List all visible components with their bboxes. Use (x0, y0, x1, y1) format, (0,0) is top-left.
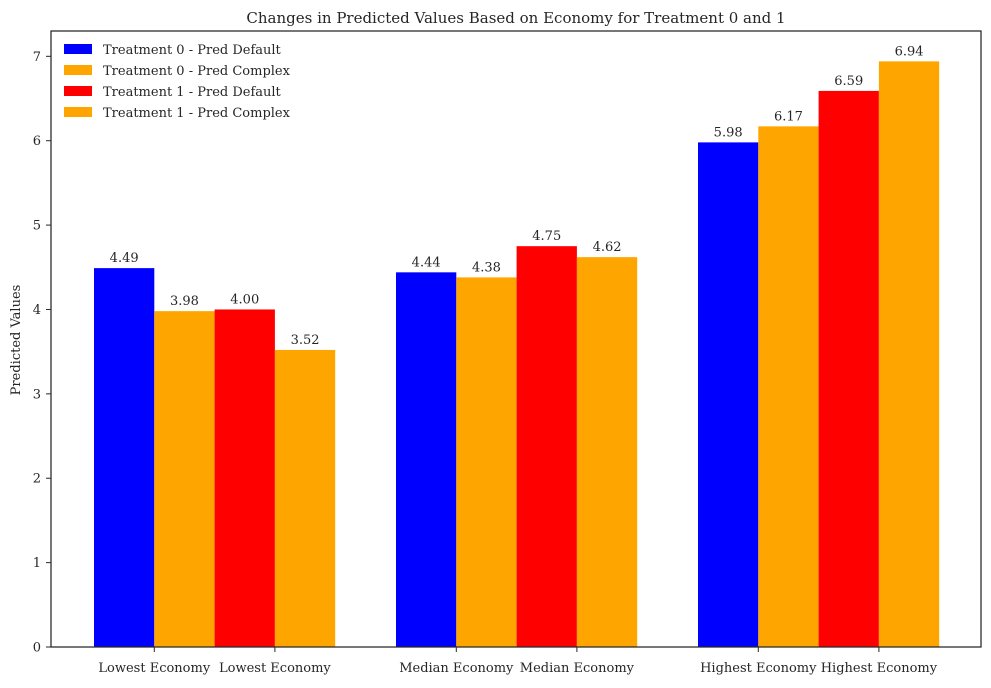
x-tick-label: Highest Economy (700, 661, 817, 676)
y-axis: 0 1 2 3 4 5 6 7 (33, 50, 51, 656)
legend-label-4: Treatment 1 - Pred Complex (103, 106, 291, 121)
bar-2-1 (154, 311, 215, 647)
value-label: 6.94 (895, 44, 924, 59)
x-axis: Lowest Economy Lowest Economy Median Econo… (98, 647, 938, 676)
legend-swatch-3 (64, 86, 92, 96)
y-tick-label: 5 (33, 219, 41, 234)
legend: Treatment 0 - Pred Default Treatment 0 - … (64, 43, 291, 121)
value-label: 4.49 (110, 251, 139, 266)
y-tick-label: 0 (33, 641, 41, 656)
legend-swatch-1 (64, 44, 92, 54)
value-label: 4.75 (532, 229, 561, 244)
value-label: 3.98 (170, 294, 199, 309)
value-label: 4.62 (593, 240, 622, 255)
bar-2-3 (758, 126, 819, 648)
value-label: 6.17 (774, 109, 803, 124)
bars-group (94, 61, 940, 648)
value-labels-group: 4.49 4.44 5.98 3.98 4.38 6.17 4.00 4.75 6.59 3.52… (110, 44, 924, 348)
bar-1-1 (94, 268, 155, 647)
x-tick-label: Lowest Economy (219, 661, 331, 676)
bar-2-2 (456, 277, 517, 647)
legend-swatch-2 (64, 65, 92, 75)
bar-3-2 (516, 246, 577, 647)
value-label: 3.52 (291, 333, 320, 348)
chart-title: Changes in Predicted Values Based on Eco… (246, 9, 785, 27)
value-label: 6.59 (834, 74, 863, 89)
bar-3-1 (214, 309, 275, 647)
y-tick-label: 1 (33, 556, 41, 571)
y-tick-label: 6 (33, 134, 41, 149)
y-tick-label: 2 (33, 472, 41, 487)
plot-frame (50, 30, 982, 648)
value-label: 4.00 (230, 292, 259, 307)
bar-1-2 (396, 272, 457, 647)
value-label: 5.98 (714, 125, 743, 140)
x-tick-label: Median Economy (520, 661, 635, 676)
y-tick-label: 4 (33, 303, 41, 318)
legend-label-3: Treatment 1 - Pred Default (103, 85, 282, 100)
y-tick-label: 3 (33, 387, 41, 402)
x-tick-label: Highest Economy (821, 661, 938, 676)
x-tick-label: Median Economy (399, 661, 514, 676)
bar-4-1 (274, 349, 336, 647)
value-label: 4.38 (472, 260, 501, 275)
y-axis-label: Predicted Values (9, 285, 24, 396)
bar-3-3 (818, 90, 879, 647)
x-tick-label: Lowest Economy (98, 661, 210, 676)
legend-label-2: Treatment 0 - Pred Complex (103, 64, 291, 79)
bar-1-3 (698, 142, 759, 648)
bar-4-2 (576, 257, 638, 647)
value-label: 4.44 (412, 255, 441, 270)
y-tick-label: 7 (33, 50, 41, 65)
legend-swatch-4 (64, 107, 92, 117)
legend-label-1: Treatment 0 - Pred Default (103, 43, 282, 58)
bar-4-3 (878, 61, 940, 648)
